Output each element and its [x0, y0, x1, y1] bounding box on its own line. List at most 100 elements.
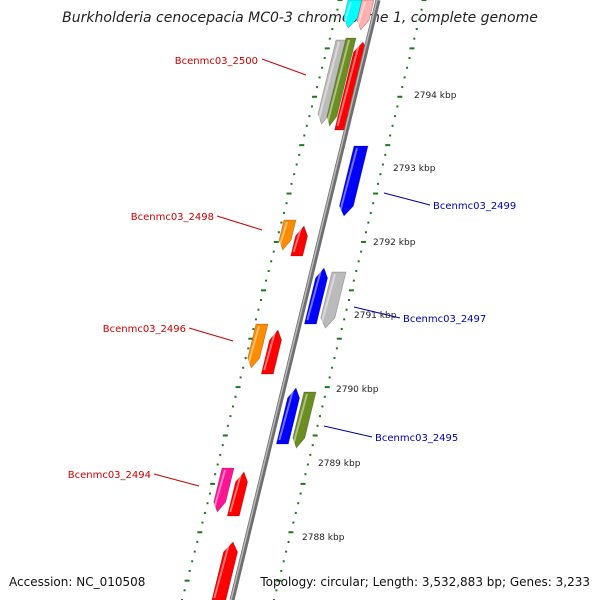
gene-arrow-cyan-shine: [343, 1, 352, 25]
tick-mark: [337, 0, 343, 1]
gene-label-leader: [383, 192, 431, 206]
tick-mark: [413, 37, 416, 40]
tick-mark: [336, 337, 342, 340]
tick-track-left: [181, 0, 343, 600]
gene-label-leader: [188, 327, 234, 342]
tick-mark: [239, 376, 242, 379]
tick-mark: [355, 269, 358, 272]
gene-label[interactable]: Bcenmc03_2498: [131, 212, 214, 223]
tick-mark: [403, 76, 406, 79]
tick-mark: [214, 473, 217, 476]
gene-arrow-pink: [356, 0, 375, 31]
tick-mark: [372, 202, 375, 205]
tick-mark: [298, 153, 301, 156]
tick-mark: [286, 192, 292, 195]
tick-mark: [418, 18, 421, 21]
tick-mark: [324, 386, 330, 389]
tick-mark: [303, 134, 306, 137]
tick-mark: [261, 289, 267, 292]
tick-mark: [364, 231, 367, 234]
tick-mark: [244, 357, 247, 360]
tick-mark: [348, 299, 350, 301]
tick-mark: [312, 434, 318, 437]
gene-arrow-2494-a: [213, 467, 235, 513]
tick-mark: [415, 28, 418, 31]
tick-mark: [391, 124, 394, 127]
tick-mark: [357, 260, 360, 263]
tick-mark: [290, 182, 293, 185]
gene-arrow-2498-a-shine: [278, 221, 288, 247]
tick-mark: [299, 492, 302, 495]
tick-mark: [210, 482, 216, 485]
tick-mark: [377, 182, 380, 185]
gene-arrow-bottom-shine: [213, 543, 230, 599]
gene-arrow-2495-b-shine: [292, 393, 308, 445]
gene-arrow-2496-a-shine: [247, 325, 260, 365]
tick-mark: [367, 221, 370, 224]
gene-label[interactable]: Bcenmc03_2499: [433, 201, 516, 212]
tick-mark: [324, 47, 330, 50]
tick-mark: [393, 115, 396, 118]
tick-mark: [235, 386, 241, 389]
gene-label[interactable]: Bcenmc03_2494: [68, 470, 151, 481]
tick-mark: [277, 231, 280, 234]
tick-mark: [321, 405, 324, 408]
gene-label-leader: [153, 473, 200, 487]
tick-mark: [305, 124, 308, 127]
gene-label[interactable]: Bcenmc03_2497: [403, 314, 486, 325]
tick-mark: [323, 395, 326, 398]
tick-mark: [318, 76, 321, 79]
tick-mark: [361, 240, 367, 243]
tick-mark: [196, 540, 199, 543]
tick-mark: [421, 0, 427, 1]
tick-mark: [309, 453, 312, 456]
tick-mark: [409, 47, 415, 50]
tick-mark: [252, 328, 255, 331]
gene-arrow-2499: [338, 145, 369, 217]
tick-mark: [183, 589, 186, 592]
tick-mark: [247, 347, 250, 350]
tick-mark: [373, 192, 379, 195]
gene-arrow-bottom: [211, 541, 238, 600]
gene-label[interactable]: Bcenmc03_2500: [175, 56, 258, 67]
tick-mark: [310, 105, 313, 108]
gene-label[interactable]: Bcenmc03_2496: [103, 324, 186, 335]
gene-label-leader: [216, 215, 263, 231]
kbp-label: 2788 kbp: [302, 533, 345, 543]
gene-label[interactable]: Bcenmc03_2495: [375, 433, 458, 444]
tick-mark: [397, 95, 403, 98]
tick-mark: [234, 395, 237, 398]
tick-mark: [287, 540, 290, 543]
tick-mark: [257, 308, 260, 311]
tick-mark: [273, 240, 279, 243]
gene-arrow-2498-a: [278, 219, 297, 251]
tick-mark: [216, 463, 219, 466]
tick-mark: [280, 221, 283, 224]
tick-mark: [184, 579, 190, 582]
tick-mark: [203, 511, 206, 514]
kbp-label: 2791 kbp: [354, 311, 397, 321]
gene-arrow-olive-shine: [326, 39, 350, 123]
tick-mark: [219, 453, 222, 456]
gene-arrow-2497-a-shine: [306, 269, 322, 321]
tick-mark: [197, 531, 203, 534]
tick-mark: [293, 173, 296, 176]
gene-arrow-cyan: [343, 0, 363, 29]
gene-label-leader: [323, 425, 373, 438]
tick-mark: [384, 153, 387, 156]
map-title: Burkholderia cenocepacia MC0-3 chromosom…: [62, 10, 538, 26]
tick-mark: [318, 415, 321, 418]
tick-mark: [226, 424, 229, 427]
tick-mark: [285, 550, 288, 553]
tick-mark: [282, 560, 285, 563]
gene-arrow-olive: [326, 37, 357, 127]
tick-mark: [360, 250, 363, 253]
tick-mark: [201, 521, 204, 524]
tick-mark: [231, 405, 234, 408]
tick-mark: [408, 57, 411, 60]
tick-mark: [265, 279, 268, 282]
gene-arrow-2495-a-shine: [278, 389, 294, 441]
tick-mark: [188, 569, 191, 572]
